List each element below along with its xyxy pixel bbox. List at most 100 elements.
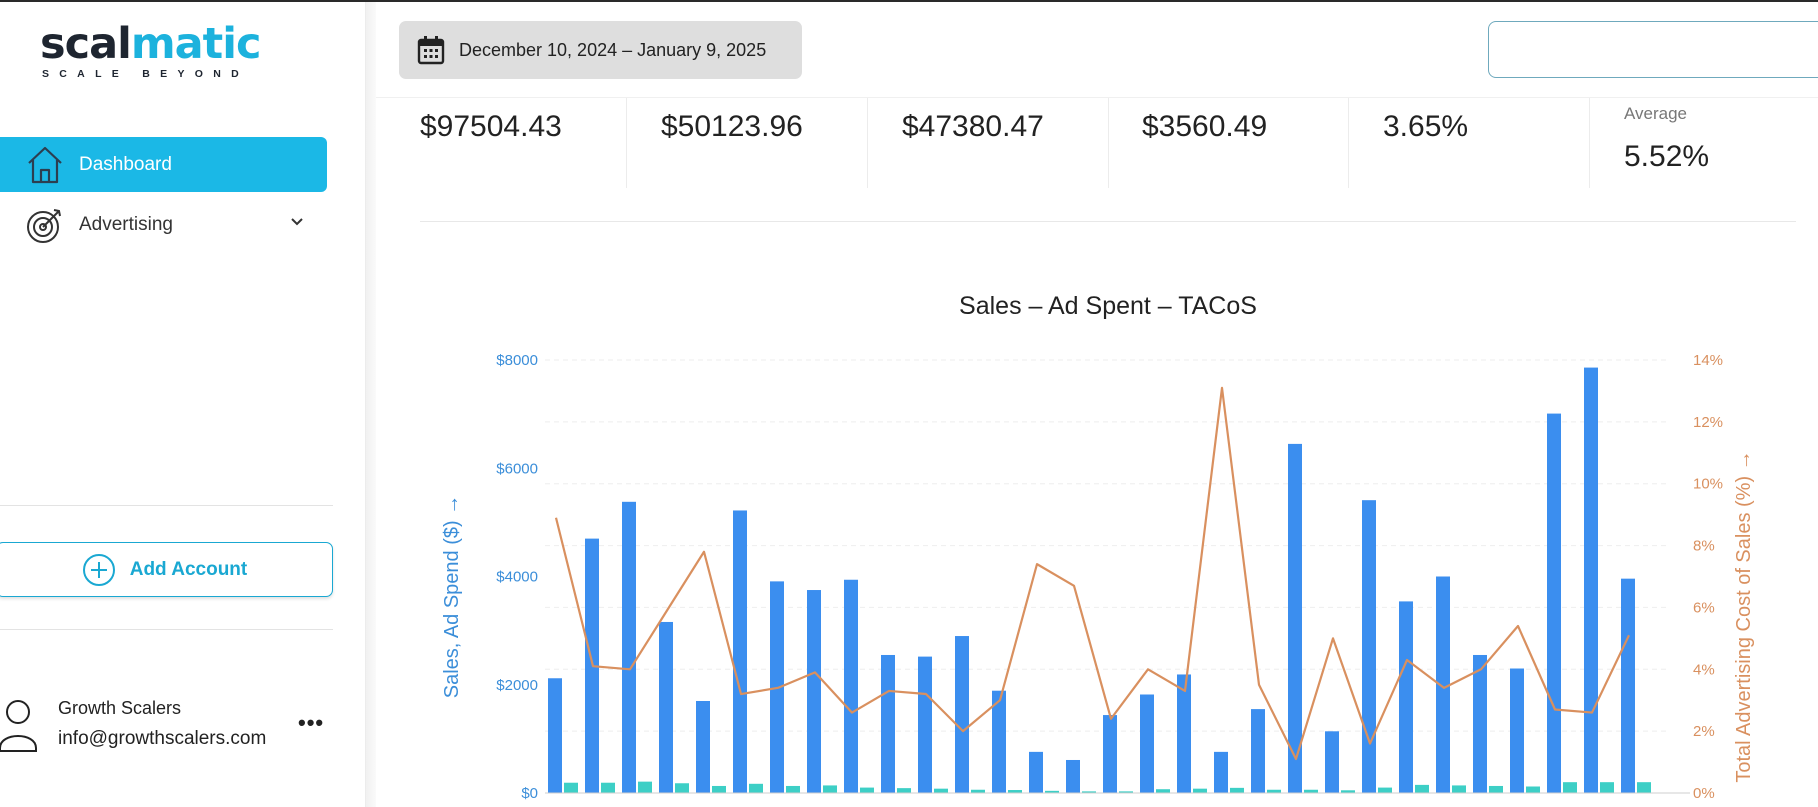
y-tick-label: $4000 (496, 569, 538, 586)
adspend-bar (860, 787, 874, 793)
adspend-bar (1341, 790, 1355, 793)
adspend-bar (1193, 788, 1207, 793)
adspend-bar (823, 785, 837, 793)
adspend-bar (1563, 782, 1577, 793)
sales-bar (807, 590, 821, 793)
adspend-bar (1304, 789, 1318, 793)
more-options-icon[interactable]: ••• (298, 710, 325, 735)
adspend-bar (1526, 786, 1540, 793)
adspend-bar (638, 781, 652, 793)
kpi-divider (867, 98, 868, 188)
sales-bar (1362, 500, 1376, 793)
y2-tick-label: 12% (1693, 414, 1723, 431)
sidebar-item-dashboard[interactable]: Dashboard (0, 137, 327, 192)
home-icon (25, 145, 65, 185)
divider (420, 221, 1796, 222)
sales-bar (1399, 601, 1413, 793)
adspend-bar (786, 785, 800, 793)
kpi-divider (1589, 98, 1590, 188)
sales-bar (1214, 751, 1228, 793)
user-name: Growth Scalers (58, 698, 182, 718)
kpi-value: 5.52% (1624, 140, 1710, 173)
sales-bar (1288, 443, 1302, 793)
adspend-bar (934, 788, 948, 793)
add-account-label: Add Account (129, 558, 248, 580)
sidebar-item-advertising[interactable]: Advertising (0, 197, 327, 252)
sales-bar (1584, 367, 1598, 793)
kpi-value: $50123.96 (661, 110, 803, 143)
y2-axis-label: Total Advertising Cost of Sales (%) → (1733, 450, 1755, 782)
target-icon (25, 205, 65, 245)
chart-title: Sales – Ad Spent – TACoS (959, 292, 1257, 320)
kpi-divider (1348, 98, 1349, 188)
adspend-bar (712, 785, 726, 793)
y-tick-label: $0 (521, 785, 538, 802)
divider (0, 505, 333, 506)
y-tick-label: $2000 (496, 677, 538, 694)
sidebar: scalmatic SCALE BEYOND Dashboard Adverti… (0, 2, 366, 807)
sales-bar (548, 678, 562, 793)
sales-bar (1029, 751, 1043, 793)
logo-tagline: SCALE BEYOND (42, 68, 250, 80)
adspend-bar (1045, 790, 1059, 793)
y-tick-label: $6000 (496, 460, 538, 477)
y2-tick-label: 0% (1693, 785, 1715, 802)
kpi-divider (626, 98, 627, 188)
user-avatar-icon (0, 700, 37, 752)
sales-bar (659, 621, 673, 793)
kpi-card: $47380.47 (902, 98, 1107, 188)
sales-bar (1251, 709, 1265, 793)
adspend-bar (1600, 782, 1614, 793)
adspend-bar (1452, 785, 1466, 793)
adspend-bar (1489, 785, 1503, 793)
date-range-label: December 10, 2024 – January 9, 2025 (459, 39, 767, 60)
tacos-line (554, 386, 1630, 761)
date-range-picker[interactable]: December 10, 2024 – January 9, 2025 (399, 21, 802, 79)
logo[interactable]: scalmatic SCALE BEYOND (40, 22, 300, 84)
window-top-border (0, 0, 1818, 2)
logo-text-dark: scal (40, 19, 132, 69)
user-email: info@growthscalers.com (58, 728, 267, 749)
adspend-bar (675, 783, 689, 793)
sales-bar (1140, 694, 1154, 793)
chart-svg: $0 $2000 $4000 $6000 $8000 0% 2% 4% 6% 8% 10% 12% 14… (441, 352, 1755, 802)
adspend-bar (897, 788, 911, 793)
kpi-divider (1108, 98, 1109, 188)
user-profile[interactable]: Growth Scalers info@growthscalers.com ••… (0, 692, 340, 762)
y2-tick-label: 14% (1693, 352, 1723, 369)
sales-bar (696, 700, 710, 793)
sales-bar (1510, 668, 1524, 793)
sales-bar (1177, 674, 1191, 793)
adspend-bar (749, 783, 763, 793)
kpi-card: $50123.96 (661, 98, 866, 188)
adspend-bar (564, 782, 578, 793)
sidebar-item-label: Dashboard (79, 153, 172, 175)
kpi-value: $3560.49 (1142, 110, 1268, 143)
sales-bar (1547, 413, 1561, 793)
sales-bar (918, 656, 932, 793)
adspend-bar (971, 789, 985, 793)
sales-bar (1436, 576, 1450, 793)
chevron-down-icon[interactable] (289, 214, 305, 230)
y2-tick-label: 8% (1693, 538, 1715, 555)
y-axis-label: Sales, Ad Spend ($) → (441, 495, 463, 698)
adspend-bar (1082, 791, 1096, 793)
plus-circle-icon (82, 553, 115, 586)
y2-tick-label: 4% (1693, 661, 1715, 678)
sales-adspend-tacos-chart: Sales – Ad Spent – TACoS $0 $2000 $4000 $60… (420, 280, 1818, 807)
adspend-bar (1637, 782, 1651, 793)
sales-bar (1103, 715, 1117, 793)
y2-tick-label: 2% (1693, 723, 1715, 740)
search-input[interactable] (1488, 21, 1818, 78)
adspend-bar (1156, 789, 1170, 793)
kpi-value: $97504.43 (420, 110, 562, 143)
sales-bar (622, 501, 636, 793)
sidebar-item-label: Advertising (79, 213, 173, 235)
sales-bar (992, 690, 1006, 793)
add-account-button[interactable]: Add Account (0, 542, 333, 597)
calendar-icon (417, 36, 445, 65)
kpi-card: $3560.49 (1142, 98, 1347, 188)
divider (0, 629, 333, 630)
sales-bar (1621, 578, 1635, 793)
adspend-bar (601, 782, 615, 793)
